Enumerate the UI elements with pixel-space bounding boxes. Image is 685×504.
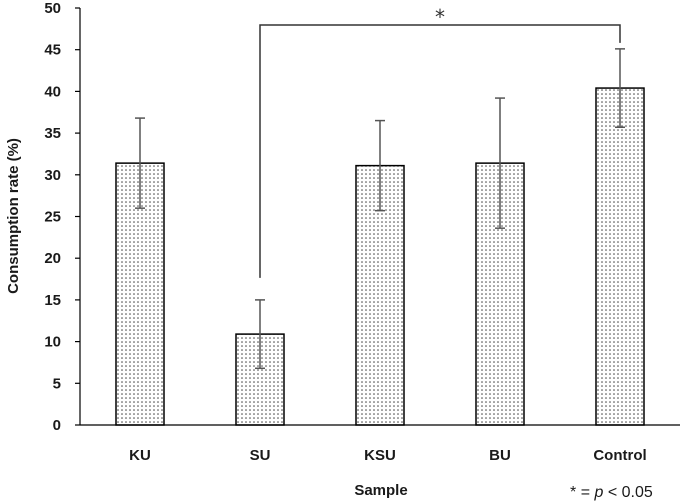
- y-tick-label-50: 50: [44, 0, 61, 17]
- y-axis-title: Consumption rate (%): [5, 138, 22, 294]
- x-tick-label-ku: KU: [129, 447, 151, 464]
- bar-bu: [475, 162, 525, 426]
- y-tick-label-45: 45: [44, 42, 61, 59]
- y-tick-label-40: 40: [44, 83, 61, 100]
- error-bar-control: [615, 48, 625, 129]
- y-tick-label-15: 15: [44, 292, 61, 309]
- y-tick-label-10: 10: [44, 334, 61, 351]
- error-bar-ku: [135, 117, 145, 209]
- significance-bracket: [259, 24, 621, 278]
- footnote-threshold: < 0.05: [608, 484, 653, 501]
- error-bar-su: [255, 299, 265, 370]
- footnote-p: p: [593, 484, 603, 501]
- significance-star: *: [435, 5, 445, 29]
- y-tick-label-25: 25: [44, 209, 61, 226]
- y-tick-label-5: 5: [53, 375, 61, 392]
- error-bar-ksu: [375, 119, 385, 212]
- y-tick-label-30: 30: [44, 167, 61, 184]
- x-tick-label-bu: BU: [489, 447, 511, 464]
- bar-control: [595, 87, 645, 426]
- y-tick-label-20: 20: [44, 250, 61, 267]
- footnote-equals: =: [581, 484, 595, 501]
- significance-footnote: * = p < 0.05: [570, 484, 653, 501]
- y-tick-label-0: 0: [53, 417, 61, 434]
- y-tick-label-35: 35: [44, 125, 61, 142]
- x-axis-title: Sample: [354, 482, 407, 499]
- error-bar-bu: [495, 97, 505, 229]
- x-tick-label-su: SU: [250, 447, 271, 464]
- x-tick-label-ksu: KSU: [364, 447, 396, 464]
- footnote-star: *: [570, 484, 576, 501]
- x-tick-label-control: Control: [593, 447, 646, 464]
